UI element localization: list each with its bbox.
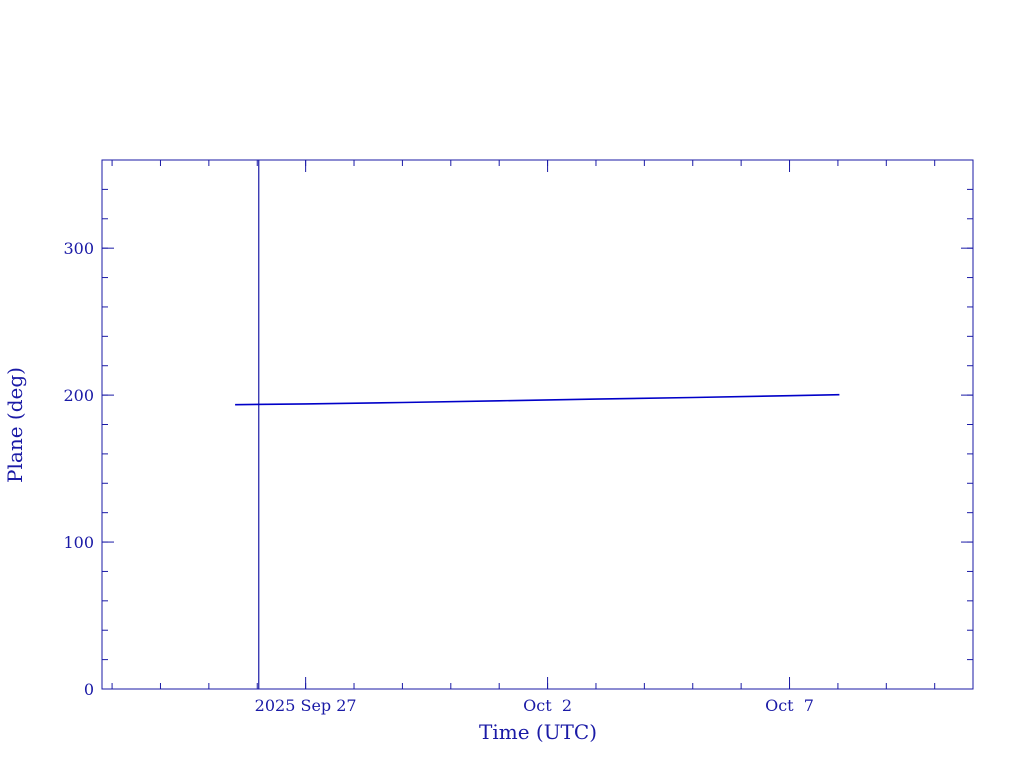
tick-labels: 2025 Sep 27 Oct 2 Oct 7 0 100 200 300 [63, 239, 814, 715]
x-tick-label: 2025 Sep 27 [255, 696, 357, 715]
data-marks [235, 160, 840, 689]
y-tick-label: 300 [63, 239, 94, 258]
plot-frame [101, 159, 974, 690]
x-axis-title: Time (UTC) [479, 720, 597, 744]
plane-series-line [235, 393, 840, 406]
y-tick-label: 100 [63, 533, 94, 552]
y-tick-label: 0 [84, 680, 94, 699]
axis-ticks [102, 160, 973, 690]
y-axis-title: Plane (deg) [3, 367, 27, 483]
x-tick-label: Oct 7 [765, 696, 814, 715]
x-tick-label: Oct 2 [523, 696, 572, 715]
y-tick-label: 200 [63, 386, 94, 405]
